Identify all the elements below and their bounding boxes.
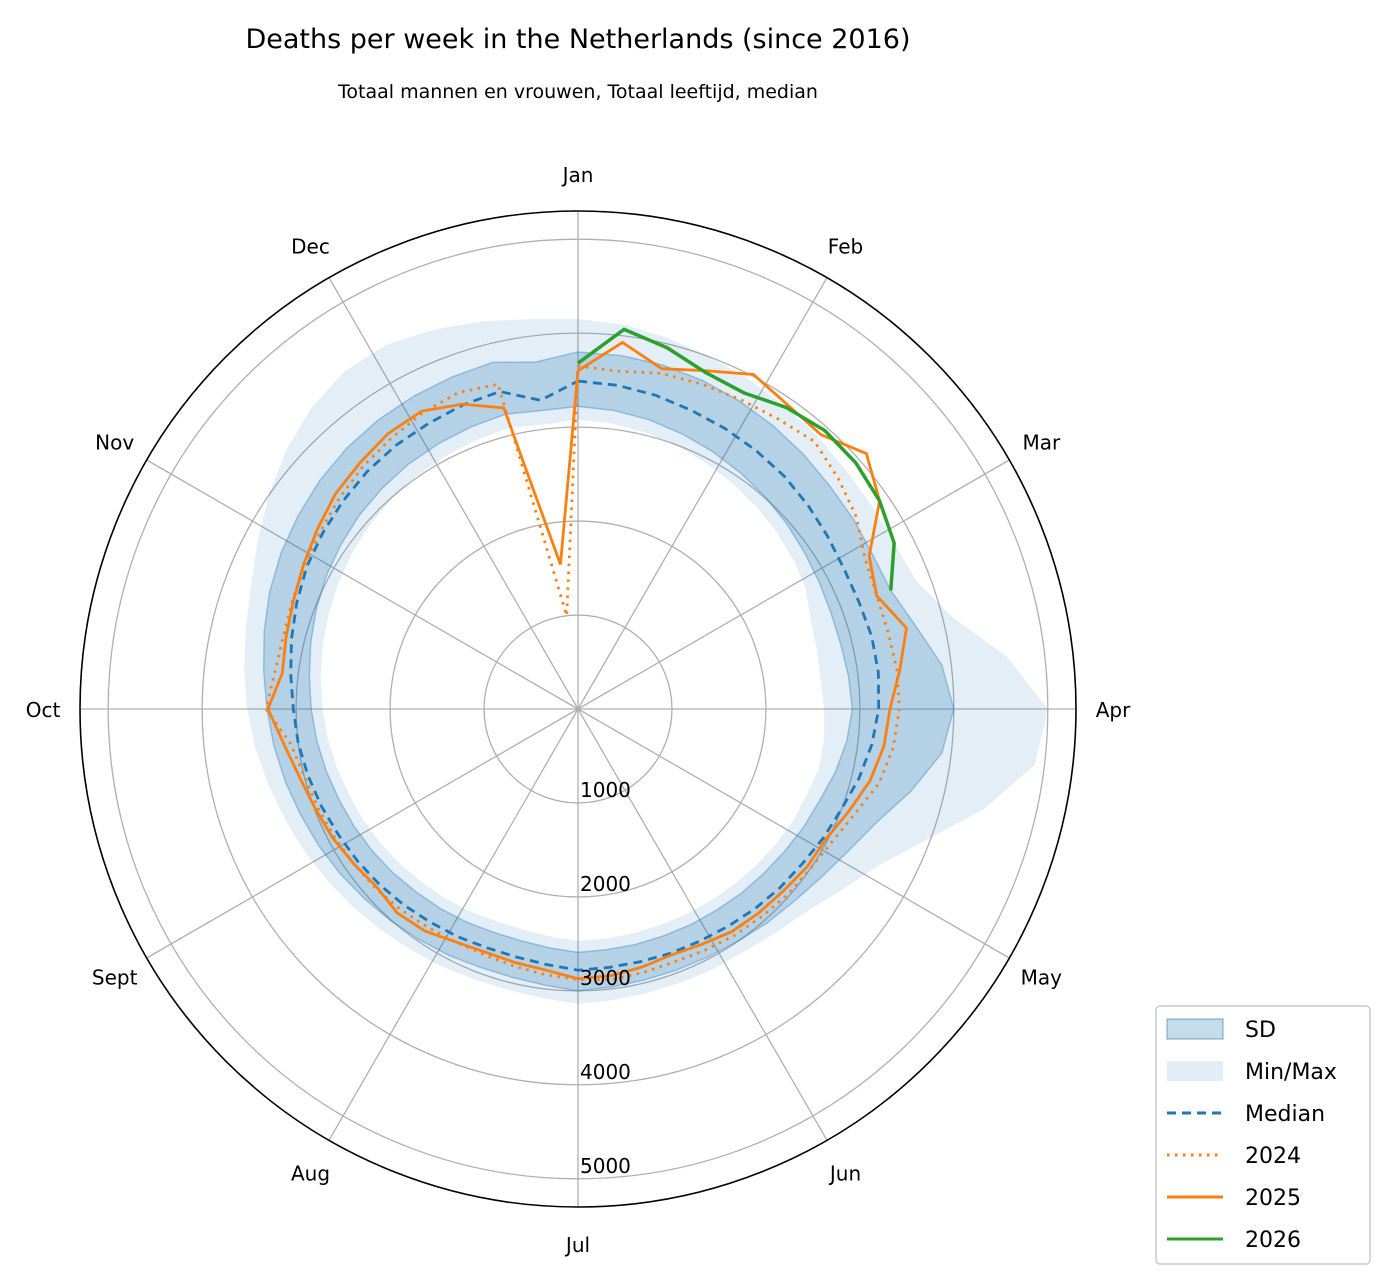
angular-tick-label: Feb	[828, 235, 863, 259]
band-sd	[262, 351, 955, 992]
angular-gridline	[577, 277, 828, 710]
angular-tick-label: Jul	[564, 1233, 590, 1257]
legend-label: 2026	[1245, 1228, 1301, 1253]
legend-swatch-sd	[1166, 1018, 1224, 1040]
legend: SD Min/Max Median 2024 2025 2026	[1155, 1005, 1371, 1265]
angular-tick-label: Oct	[26, 698, 61, 722]
legend-label: Min/Max	[1245, 1060, 1337, 1085]
angular-tick-label: May	[1021, 966, 1063, 990]
angular-tick-label: Jan	[561, 163, 594, 187]
series-line-2026	[576, 327, 896, 591]
legend-label: SD	[1245, 1018, 1276, 1043]
legend-frame	[1155, 1005, 1371, 1265]
series-line-median	[289, 379, 881, 972]
angular-gridline	[328, 708, 579, 1141]
angular-tick-label: Mar	[1022, 431, 1061, 455]
angular-gridline	[146, 459, 579, 710]
angular-gridline	[577, 459, 1010, 710]
angular-tick-label: Jun	[828, 1161, 861, 1185]
radial-tick-label: 4000	[580, 1060, 631, 1084]
radial-tick-label: 2000	[580, 872, 631, 896]
legend-label: Median	[1245, 1102, 1325, 1127]
angular-tick-label: Dec	[291, 235, 330, 259]
angular-gridline	[328, 277, 579, 710]
chart-subtitle: Totaal mannen en vrouwen, Totaal leeftij…	[337, 81, 818, 103]
polar-frame	[79, 210, 1077, 1208]
polar-grid	[80, 211, 1076, 1207]
angular-tick-label: Aug	[291, 1161, 330, 1185]
legend-swatch-minmax	[1167, 1061, 1223, 1081]
angular-tick-label: Sept	[92, 966, 138, 990]
series-line-2025	[266, 340, 908, 981]
series-lines	[264, 327, 908, 982]
chart-title: Deaths per week in the Netherlands (sinc…	[245, 24, 910, 55]
band-minmax	[244, 319, 1048, 1005]
radial-tick-label: 1000	[580, 778, 631, 802]
angular-tick-label: Nov	[95, 431, 134, 455]
legend-label: 2024	[1245, 1144, 1301, 1169]
legend-label: 2025	[1245, 1186, 1301, 1211]
bands	[244, 319, 1048, 1005]
angular-gridline	[577, 708, 828, 1141]
radial-tick-label: 3000	[580, 966, 631, 990]
tick-labels: Jan Feb Mar Apr May Jun Jul Aug Sept Oct Nov Dec 100…	[26, 163, 1131, 1257]
angular-tick-label: Apr	[1096, 698, 1131, 722]
angular-gridline	[577, 708, 1010, 959]
radial-tick-label: 5000	[580, 1154, 631, 1178]
angular-gridline	[146, 708, 579, 959]
